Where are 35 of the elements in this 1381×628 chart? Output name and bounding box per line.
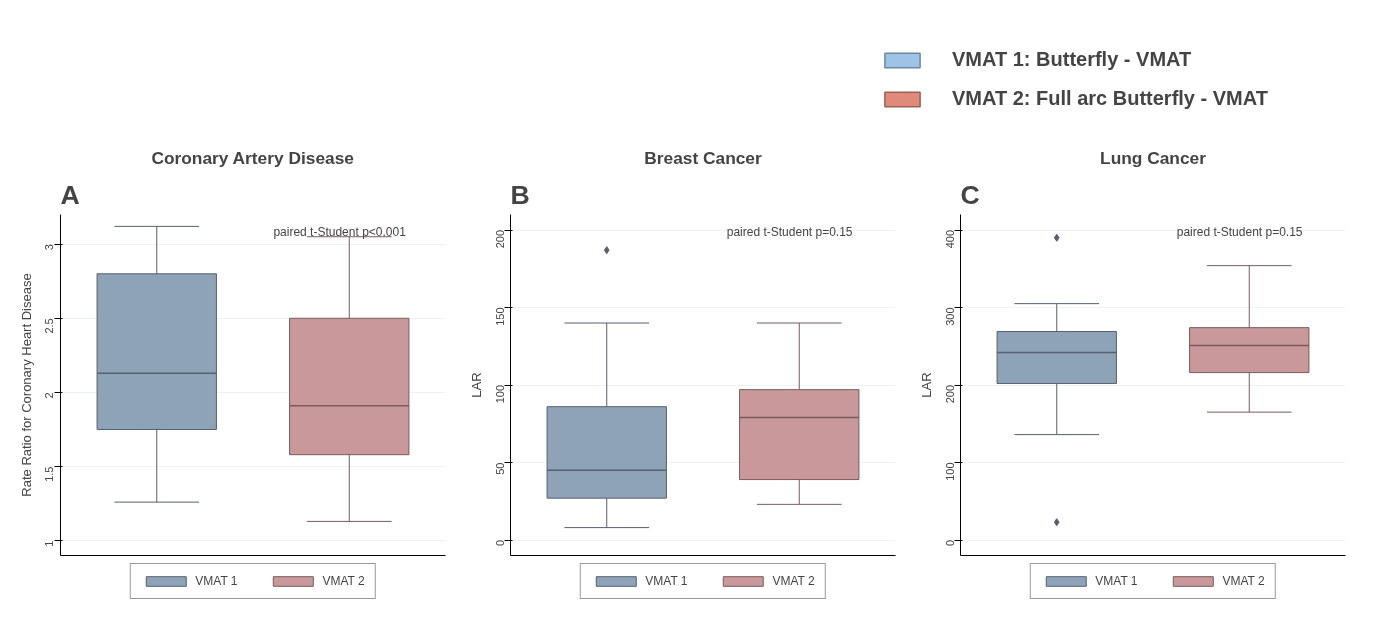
chart-subtitle: C [960,179,980,210]
chart-title: Lung Cancer [1100,147,1207,168]
y-tick-label: 50 [493,462,506,475]
legend-label: VMAT 2 [1222,574,1265,588]
chart-title: Coronary Artery Disease [151,147,355,168]
legend-label: VMAT 1 [195,574,238,588]
legend-label: VMAT 1 [1095,574,1138,588]
y-tick-label: 3 [43,244,56,251]
y-tick-label: 2.5 [43,318,56,334]
annotation: paired t-Student p=0.15 [726,224,853,239]
legend-label: VMAT 2 [322,574,365,588]
y-axis-title: Rate Ratio for Coronary Heart Disease [18,273,34,497]
y-tick-label: 100 [493,384,506,404]
y-axis-title: LAR [468,372,484,398]
y-tick-label: 2 [43,392,56,399]
legend-label: VMAT 1: Butterfly - VMAT [952,48,1192,71]
y-tick-label: 400 [943,229,956,249]
y-tick-label: 200 [943,384,956,404]
legend-label: VMAT 2 [772,574,815,588]
y-tick-label: 200 [493,229,506,249]
legend-label: VMAT 2: Full arc Butterfly - VMAT [952,87,1268,110]
annotation: paired t-Student p=0.15 [1176,224,1303,239]
chart-subtitle: B [510,179,530,210]
y-tick-label: 1 [43,540,56,547]
chart-title: Breast Cancer [644,147,763,168]
annotation: paired t-Student p<0.001 [273,224,407,239]
chart-subtitle: A [60,179,80,210]
y-axis-title: LAR [918,372,934,398]
y-tick-label: 100 [943,462,956,481]
y-tick-label: 1.5 [43,466,56,482]
y-tick-label: 0 [943,539,956,547]
y-tick-label: 300 [943,307,956,326]
y-tick-label: 150 [493,307,506,326]
y-tick-label: 0 [493,539,506,547]
legend-label: VMAT 1 [645,574,688,588]
